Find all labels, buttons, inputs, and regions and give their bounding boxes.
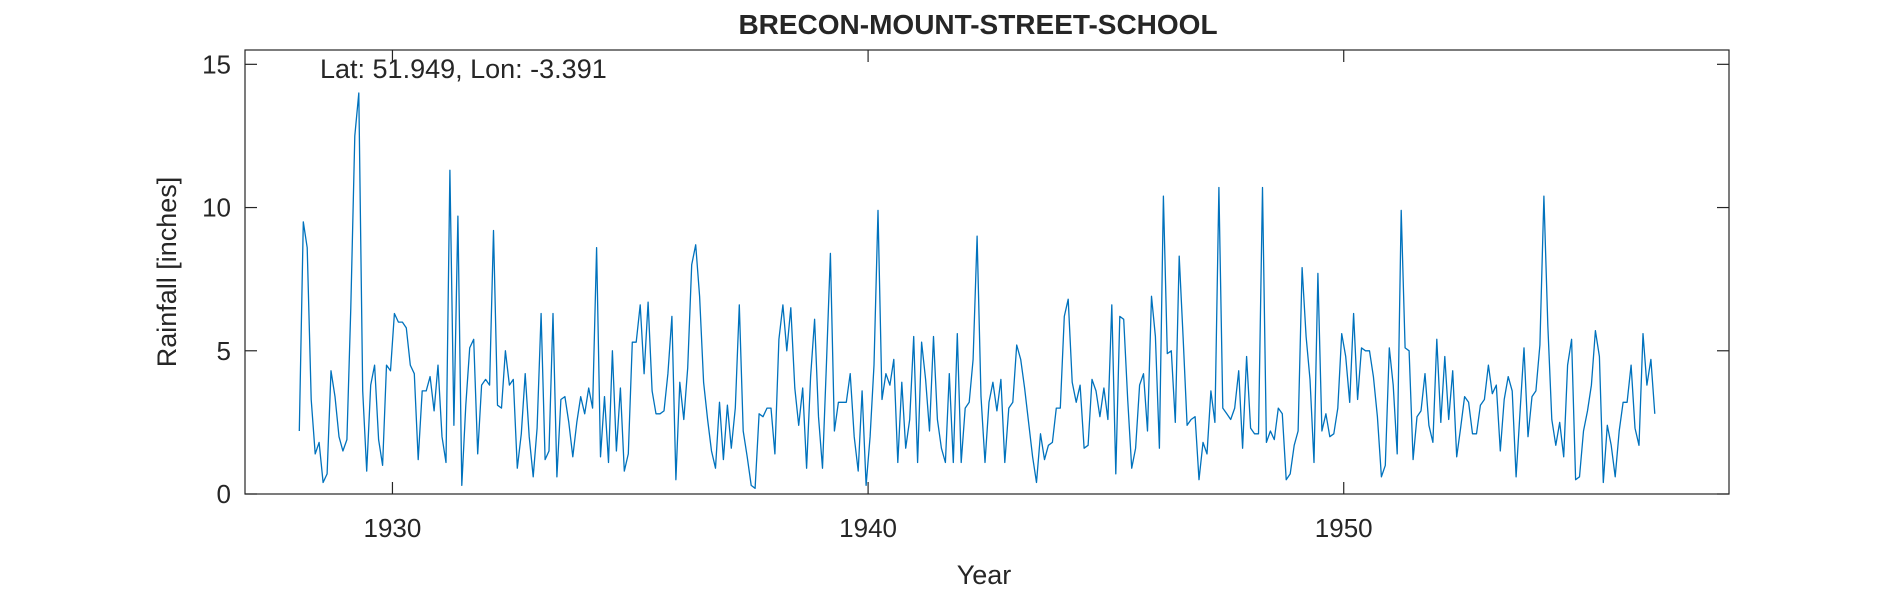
location-annotation: Lat: 51.949, Lon: -3.391 (320, 54, 607, 84)
x-tick-label: 1940 (839, 513, 897, 543)
x-tick-label: 1930 (364, 513, 422, 543)
y-tick-label: 0 (217, 479, 231, 509)
rainfall-series-line (298, 92, 1656, 489)
y-tick-label: 15 (202, 49, 231, 79)
y-tick-label: 5 (217, 336, 231, 366)
x-axis: 1930 1940 1950 (364, 50, 1373, 543)
chart-title: BRECON-MOUNT-STREET-SCHOOL (738, 9, 1217, 40)
y-axis-label: Rainfall [inches] (152, 177, 182, 368)
y-axis: 0 5 10 15 (202, 49, 1729, 509)
x-tick-label: 1950 (1315, 513, 1373, 543)
x-axis-label: Year (957, 560, 1012, 590)
y-tick-label: 10 (202, 193, 231, 223)
